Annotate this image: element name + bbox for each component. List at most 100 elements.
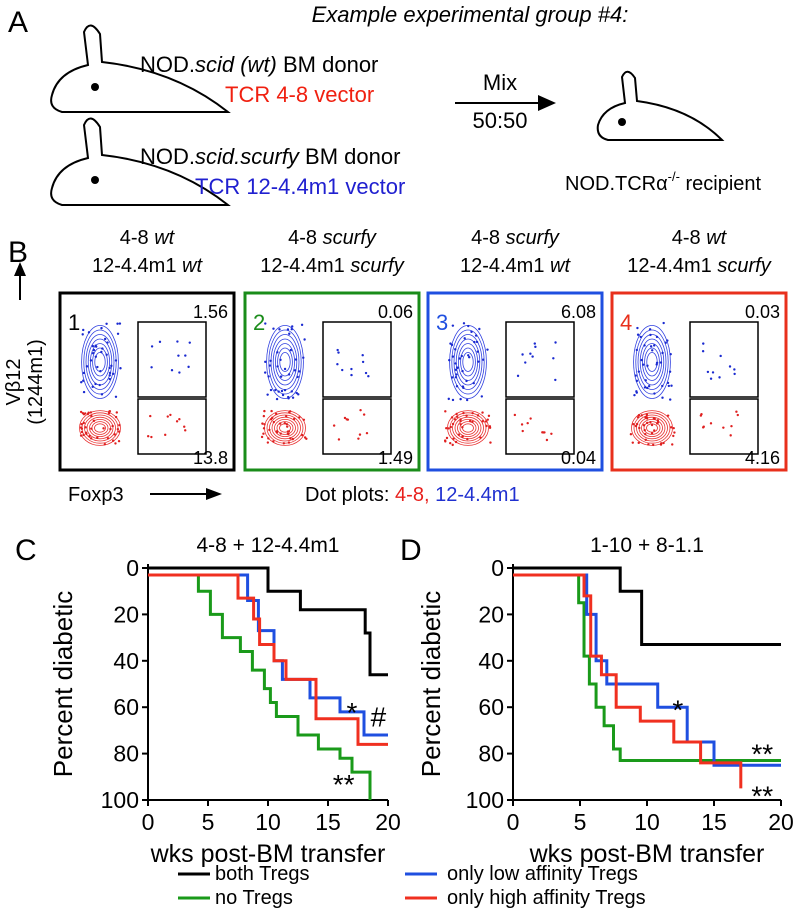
gate-value: 13.8 <box>193 448 228 468</box>
contour <box>638 416 666 440</box>
dot <box>288 332 291 335</box>
dot <box>293 369 297 372</box>
dot <box>645 421 649 425</box>
dot <box>669 398 672 401</box>
y-tick-label: 20 <box>478 601 504 627</box>
vector-2: TCR 12-4.4m1 vector <box>195 174 405 199</box>
dot <box>462 386 465 390</box>
dot <box>267 437 270 440</box>
x-tick-label: 5 <box>202 809 215 835</box>
dot <box>116 332 120 335</box>
gate <box>505 321 575 398</box>
dot <box>268 364 272 367</box>
contour <box>90 343 111 381</box>
y-tick-label: 100 <box>466 787 504 813</box>
dot <box>149 414 152 418</box>
contour <box>462 352 474 372</box>
contour <box>279 352 291 372</box>
dot <box>262 414 266 418</box>
contour <box>274 418 296 437</box>
y-tick-label: 60 <box>113 694 139 720</box>
dot <box>699 414 703 417</box>
contour <box>457 343 478 381</box>
contour <box>452 414 484 442</box>
dot <box>361 354 364 357</box>
dot <box>451 398 455 402</box>
dot <box>274 412 278 416</box>
dot <box>82 421 85 425</box>
dot <box>150 366 153 369</box>
dot <box>662 321 665 325</box>
dot <box>470 330 473 334</box>
dot <box>276 365 279 368</box>
dot <box>459 423 462 426</box>
gate-value: 6.08 <box>561 302 596 322</box>
dot <box>269 388 273 392</box>
dot <box>481 420 485 423</box>
dot <box>164 433 167 437</box>
text: BM donor <box>277 52 379 77</box>
dot <box>471 411 474 415</box>
dot <box>451 422 455 426</box>
dot <box>632 422 635 426</box>
contour <box>274 343 295 381</box>
dot <box>99 370 102 373</box>
dot <box>108 371 112 375</box>
plot-header: 4-8 wt <box>120 227 176 249</box>
dot <box>266 441 270 444</box>
dot <box>272 327 275 330</box>
dot <box>650 423 654 427</box>
dot <box>545 438 549 442</box>
text: Vβ12 <box>3 358 25 405</box>
dot <box>80 427 84 430</box>
dot <box>702 425 705 428</box>
dot <box>264 360 267 364</box>
dot <box>105 322 108 325</box>
plot-number: 4 <box>620 310 632 335</box>
dot <box>480 395 484 398</box>
dot <box>90 427 93 430</box>
dot <box>645 413 649 416</box>
dot <box>656 421 660 424</box>
arrow-head <box>14 262 26 276</box>
dot <box>90 437 93 440</box>
dot <box>646 364 649 367</box>
dot <box>636 416 640 419</box>
dot <box>112 372 115 375</box>
dot <box>91 352 95 355</box>
dot <box>485 424 488 428</box>
text: wt <box>550 255 571 277</box>
survival-curve <box>513 573 781 763</box>
dot <box>701 350 705 353</box>
dot <box>461 435 464 438</box>
dot <box>640 414 643 417</box>
dot <box>113 433 116 436</box>
survival-curve <box>513 573 743 789</box>
gate <box>322 321 392 398</box>
dot <box>531 355 534 358</box>
contour <box>642 343 663 381</box>
dot <box>116 427 120 431</box>
significance: * <box>672 695 683 726</box>
panel-label: D <box>400 534 422 567</box>
dot <box>184 429 187 432</box>
dot <box>634 424 638 428</box>
dot <box>660 442 663 445</box>
x-tick-label: 20 <box>375 809 401 835</box>
dot <box>287 441 291 444</box>
text: scid (wt) <box>195 52 277 77</box>
gate <box>689 321 759 398</box>
donor-mouse-2 <box>50 117 231 206</box>
dot <box>729 434 732 437</box>
dot <box>294 358 298 361</box>
dot <box>96 436 99 439</box>
dot <box>290 390 293 393</box>
dot <box>336 362 339 366</box>
dot <box>653 344 656 347</box>
dot <box>103 337 107 341</box>
dot <box>521 429 524 433</box>
dot <box>644 432 647 436</box>
dot <box>150 435 153 439</box>
dot <box>80 430 84 434</box>
dot <box>288 411 291 414</box>
